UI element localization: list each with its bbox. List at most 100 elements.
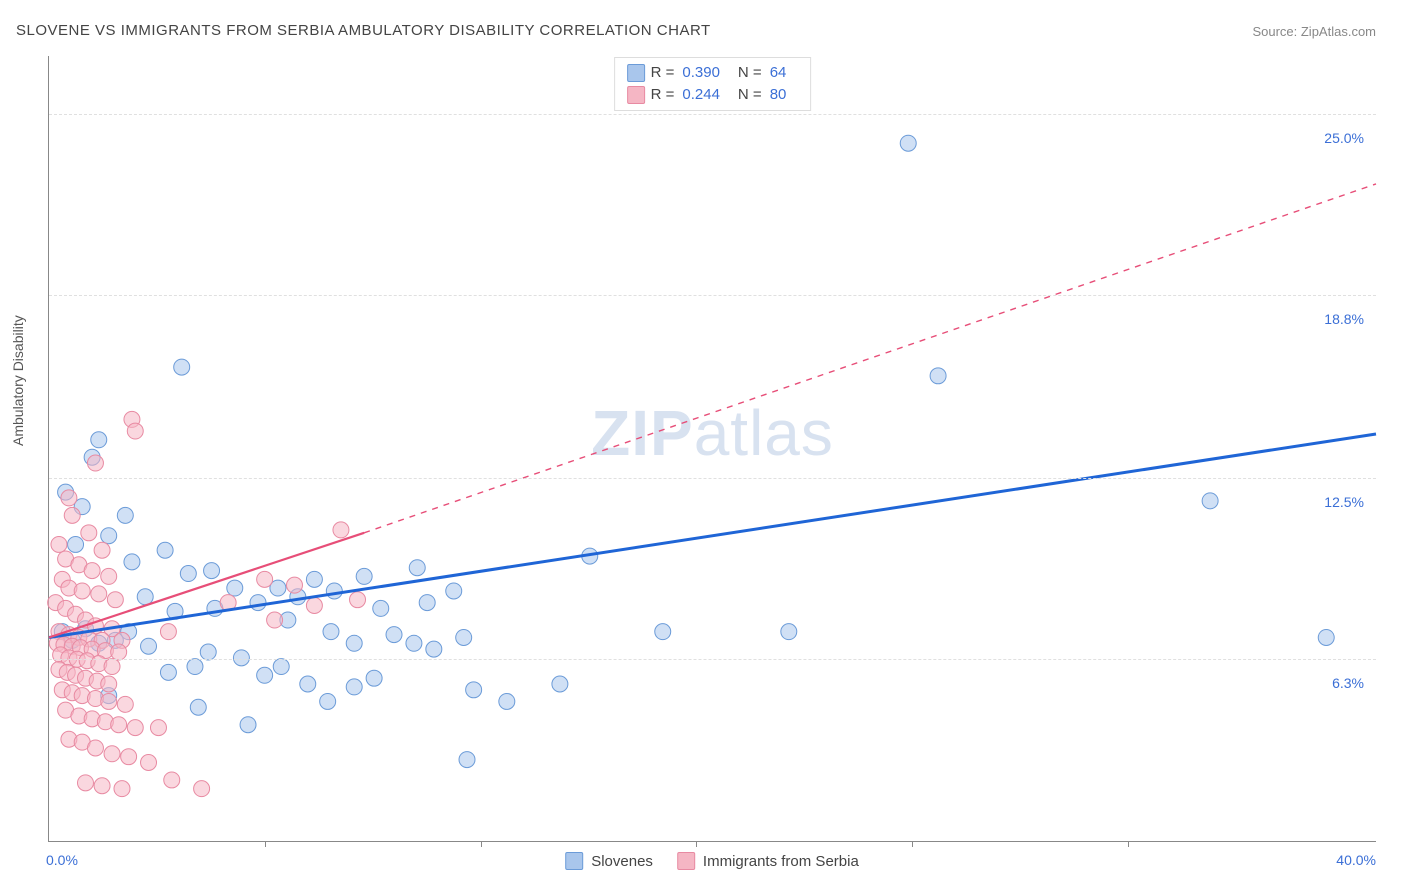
data-point [81, 525, 97, 541]
gridline-h [49, 659, 1376, 660]
data-point [117, 696, 133, 712]
data-point [68, 536, 84, 552]
data-point [406, 635, 422, 651]
data-point [51, 536, 67, 552]
data-point [333, 522, 349, 538]
data-point [426, 641, 442, 657]
data-point [356, 568, 372, 584]
legend-series: Slovenes Immigrants from Serbia [565, 852, 859, 870]
data-point [137, 589, 153, 605]
data-point [499, 693, 515, 709]
legend-swatch [677, 852, 695, 870]
data-point [104, 659, 120, 675]
data-point [187, 659, 203, 675]
data-point [459, 752, 475, 768]
data-point [111, 717, 127, 733]
x-tick-left: 0.0% [46, 852, 78, 868]
data-point [117, 507, 133, 523]
data-point [64, 507, 80, 523]
plot-frame: ZIPatlas R =0.390N =64R =0.244N =80 6.3%… [48, 56, 1376, 842]
data-point [300, 676, 316, 692]
legend-r-value: 0.390 [682, 62, 720, 84]
data-point [227, 580, 243, 596]
y-tick-label: 6.3% [1332, 675, 1364, 691]
legend-series-item: Immigrants from Serbia [677, 852, 859, 870]
data-point [91, 432, 107, 448]
data-point [419, 595, 435, 611]
data-point [323, 624, 339, 640]
legend-swatch [627, 86, 645, 104]
data-point [446, 583, 462, 599]
legend-r-label: R = [651, 62, 675, 84]
data-point [101, 528, 117, 544]
data-point [306, 598, 322, 614]
data-point [77, 775, 93, 791]
gridline-h [49, 478, 1376, 479]
legend-correlation-row: R =0.244N =80 [627, 84, 799, 106]
x-tick-mark [1128, 841, 1129, 847]
data-point [900, 135, 916, 151]
data-point [127, 720, 143, 736]
data-point [350, 592, 366, 608]
data-point [781, 624, 797, 640]
data-point [121, 749, 137, 765]
chart-area: ZIPatlas R =0.390N =64R =0.244N =80 6.3%… [48, 56, 1376, 842]
data-point [101, 676, 117, 692]
legend-swatch [627, 64, 645, 82]
data-point [456, 629, 472, 645]
data-point [127, 423, 143, 439]
data-point [194, 781, 210, 797]
data-point [267, 612, 283, 628]
data-point [124, 554, 140, 570]
data-point [141, 638, 157, 654]
data-point [1202, 493, 1218, 509]
data-point [930, 368, 946, 384]
x-tick-mark [265, 841, 266, 847]
data-point [257, 571, 273, 587]
chart-title: SLOVENE VS IMMIGRANTS FROM SERBIA AMBULA… [16, 22, 711, 39]
data-point [87, 455, 103, 471]
data-point [366, 670, 382, 686]
x-tick-right: 40.0% [1336, 852, 1376, 868]
legend-correlation-row: R =0.390N =64 [627, 62, 799, 84]
data-point [94, 778, 110, 794]
data-point [466, 682, 482, 698]
x-tick-mark [696, 841, 697, 847]
data-point [87, 740, 103, 756]
y-tick-label: 18.8% [1324, 311, 1364, 327]
data-point [287, 577, 303, 593]
data-point [346, 635, 362, 651]
data-point [273, 659, 289, 675]
legend-n-value: 80 [770, 84, 787, 106]
y-axis-label: Ambulatory Disability [10, 315, 26, 446]
y-tick-label: 25.0% [1324, 130, 1364, 146]
legend-series-item: Slovenes [565, 852, 653, 870]
data-point [409, 560, 425, 576]
data-point [160, 664, 176, 680]
legend-series-label: Immigrants from Serbia [703, 853, 859, 870]
data-point [346, 679, 362, 695]
gridline-h [49, 295, 1376, 296]
data-point [240, 717, 256, 733]
data-point [257, 667, 273, 683]
data-point [141, 755, 157, 771]
data-point [91, 586, 107, 602]
data-point [107, 592, 123, 608]
data-point [655, 624, 671, 640]
data-point [320, 693, 336, 709]
data-point [174, 359, 190, 375]
data-point [101, 693, 117, 709]
data-point [386, 627, 402, 643]
data-point [150, 720, 166, 736]
data-point [1318, 629, 1334, 645]
data-point [552, 676, 568, 692]
legend-swatch [565, 852, 583, 870]
data-point [250, 595, 266, 611]
data-point [164, 772, 180, 788]
regression-extrapolation [364, 184, 1376, 533]
data-point [74, 583, 90, 599]
data-point [84, 563, 100, 579]
legend-series-label: Slovenes [591, 853, 653, 870]
data-point [204, 563, 220, 579]
data-point [61, 490, 77, 506]
